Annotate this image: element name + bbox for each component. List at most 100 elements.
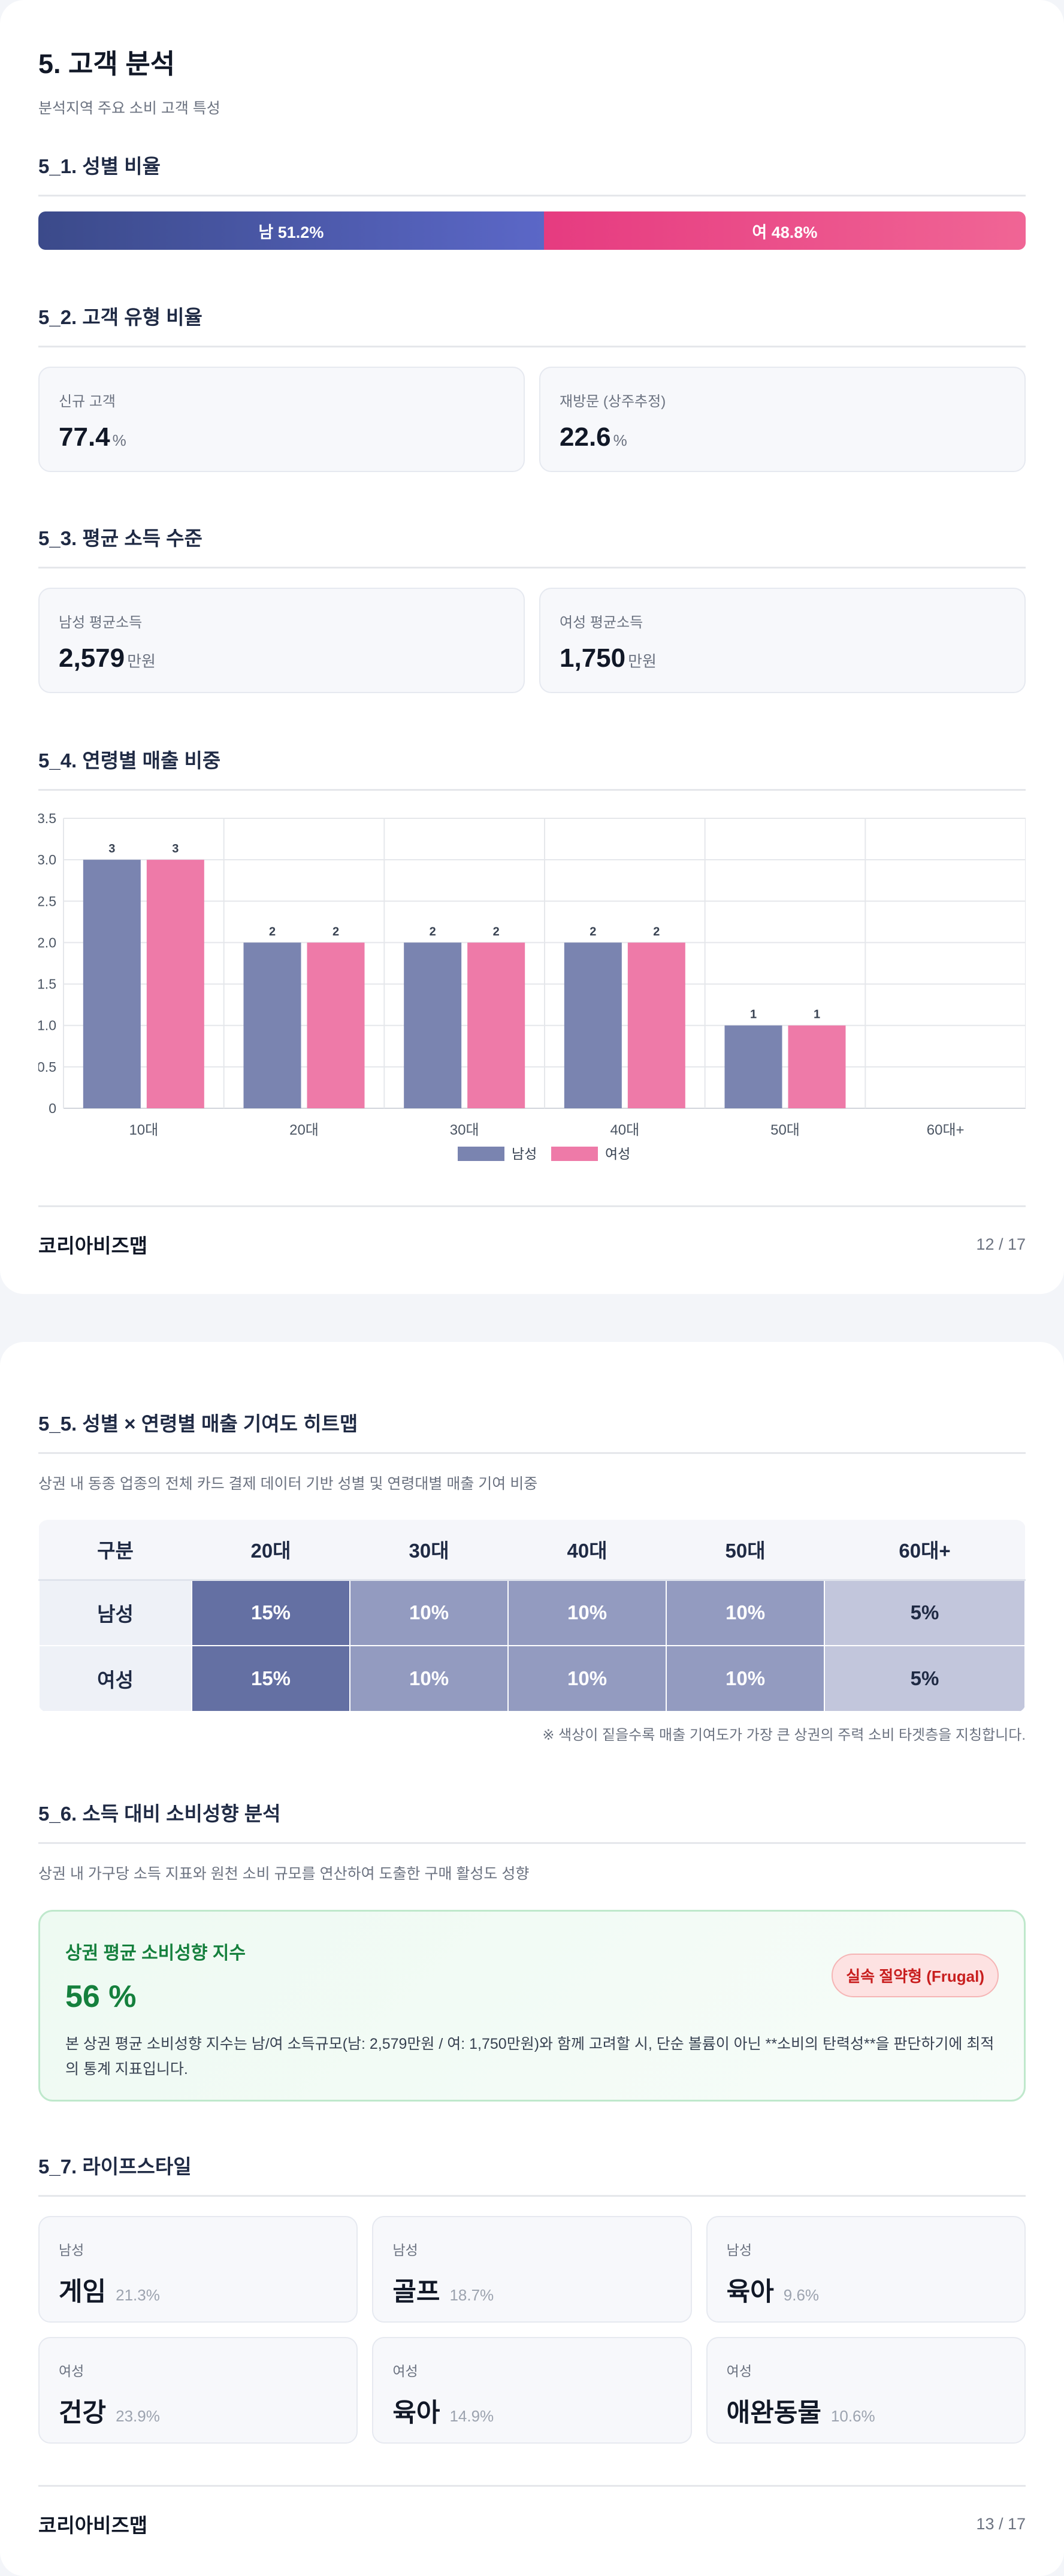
bar-data-label: 2 — [269, 925, 276, 938]
heatmap-cell: 10% — [507, 1579, 667, 1646]
x-tick-label: 30대 — [450, 1122, 479, 1138]
lifestyle-percent: 18.7% — [449, 2286, 494, 2304]
spending-index-title: 상권 평균 소비성향 지수 — [65, 1943, 246, 1963]
spending-title: 5_6. 소득 대비 소비성향 분석 — [38, 1798, 1026, 1844]
lifestyle-name: 육아 — [392, 2399, 440, 2427]
bar-data-label: 2 — [590, 925, 596, 938]
bar-data-label: 2 — [653, 925, 660, 938]
customer-type-cards: 신규 고객 77.4% 재방문 (상주추정) 22.6% — [38, 367, 1026, 472]
gender-ratio-bar: 남 51.2% 여 48.8% — [38, 211, 1026, 250]
bar — [724, 1025, 782, 1108]
age-sales-title: 5_4. 연령별 매출 비중 — [38, 745, 1026, 791]
footer-brand: 코리아비즈맵 — [38, 1235, 148, 1257]
page-footer: 코리아비즈맵 13 / 17 — [38, 2485, 1026, 2538]
heatmap-cell: 5% — [824, 1579, 1026, 1646]
gender-bar-male: 남 51.2% — [38, 211, 544, 250]
lifestyle-card: 남성 골프 18.7% — [372, 2216, 692, 2323]
female-income-card: 여성 평균소득 1,750 만원 — [539, 588, 1026, 693]
gender-bar-female: 여 48.8% — [543, 211, 1026, 250]
x-tick-label: 10대 — [129, 1122, 158, 1138]
lifestyle-gender: 여성 — [392, 2363, 418, 2379]
card-number: 1,750 — [560, 643, 626, 673]
x-tick-label: 40대 — [610, 1122, 639, 1138]
heatmap-cell: 5% — [824, 1645, 1026, 1712]
heatmap-cell: 10% — [349, 1645, 509, 1712]
card-number: 2,579 — [59, 643, 125, 673]
y-tick-label: 2.0 — [38, 935, 56, 950]
card-unit: % — [613, 431, 627, 449]
heatmap-cell: 10% — [349, 1579, 509, 1646]
heatmap-note: ※ 색상이 짙을수록 매출 기여도가 가장 큰 상권의 주력 소비 타겟층을 지… — [542, 1727, 1026, 1743]
spending-index-description: 본 상권 평균 소비성향 지수는 남/여 소득규모(남: 2,579만원 / 여… — [65, 2036, 995, 2078]
card-value: 1,750 만원 — [560, 643, 1005, 673]
income-cards: 남성 평균소득 2,579 만원 여성 평균소득 1,750 만원 — [38, 588, 1026, 693]
heatmap-cell: 15% — [191, 1645, 351, 1712]
spending-subtitle: 상권 내 가구당 소득 지표와 원천 소비 규모를 연산하여 도출한 구매 활성… — [38, 1866, 530, 1882]
heatmap-header-cell: 50대 — [666, 1520, 825, 1581]
spending-index-box: 상권 평균 소비성향 지수 56 % 실속 절약형 (Frugal) 본 상권 … — [38, 1910, 1026, 2102]
bar — [307, 942, 365, 1108]
lifestyle-grid: 남성 게임 21.3% 남성 골프 18.7% 남성 육아 9.6% 여성 건강 23.… — [38, 2216, 1026, 2444]
bar-data-label: 1 — [814, 1008, 820, 1021]
card-label: 여성 평균소득 — [560, 615, 643, 631]
lifestyle-card: 여성 애완동물 10.6% — [706, 2337, 1026, 2444]
legend-swatch — [551, 1147, 598, 1161]
age-sales-chart: 0 0.5 1.0 1.5 2.0 2.5 3.0 3.5 3 3 10대 2 2 20대 2 2 30대 2 2 4… — [37, 809, 1026, 1201]
card-unit: 만원 — [628, 652, 657, 670]
bar — [404, 942, 462, 1108]
lifestyle-name: 건강 — [59, 2399, 107, 2427]
legend-label: 여성 — [605, 1146, 630, 1162]
x-tick-label: 20대 — [289, 1122, 319, 1138]
x-tick-label: 50대 — [770, 1122, 800, 1138]
lifestyle-gender: 여성 — [59, 2363, 84, 2379]
bar-data-label: 1 — [750, 1008, 757, 1021]
report-page-12: 5. 고객 분석 분석지역 주요 소비 고객 특성 5_1. 성별 비율 남 5… — [0, 0, 1064, 1294]
y-tick-label: 0 — [49, 1100, 56, 1116]
new-customer-card: 신규 고객 77.4% — [38, 367, 525, 472]
x-tick-label: 60대+ — [927, 1122, 965, 1138]
heatmap-table: 구분 20대 30대 40대 50대 60대+ 남성 15% 10% 10% 1… — [38, 1520, 1026, 1712]
page-footer: 코리아비즈맵 12 / 17 — [38, 1205, 1026, 1259]
lifestyle-gender: 남성 — [59, 2242, 84, 2258]
heatmap-header-cell: 구분 — [39, 1520, 192, 1581]
heatmap-header-cell: 40대 — [508, 1520, 667, 1581]
heatmap-header-cell: 60대+ — [824, 1520, 1025, 1581]
bar — [564, 942, 622, 1108]
lifestyle-gender: 남성 — [392, 2242, 418, 2258]
lifestyle-title: 5_7. 라이프스타일 — [38, 2151, 1026, 2197]
y-tick-label: 1.0 — [38, 1018, 56, 1033]
lifestyle-gender: 남성 — [726, 2242, 752, 2258]
lifestyle-gender: 여성 — [726, 2363, 752, 2379]
card-label: 남성 평균소득 — [59, 615, 143, 631]
heatmap-cell: 15% — [191, 1579, 351, 1646]
section-subtitle: 분석지역 주요 소비 고객 특성 — [38, 100, 220, 117]
heatmap-row-label: 남성 — [38, 1579, 192, 1646]
card-unit: % — [112, 431, 126, 449]
age-sales-chart-svg: 0 0.5 1.0 1.5 2.0 2.5 3.0 3.5 3 3 10대 2 2 20대 2 2 30대 2 2 4… — [37, 811, 1026, 1162]
card-value: 77.4% — [59, 422, 504, 452]
heatmap-title: 5_5. 성별 × 연령별 매출 기여도 히트맵 — [38, 1408, 1026, 1454]
card-value: 2,579 만원 — [59, 643, 504, 673]
lifestyle-percent: 9.6% — [783, 2286, 820, 2304]
lifestyle-name: 게임 — [59, 2278, 107, 2306]
customer-type-title: 5_2. 고객 유형 비율 — [38, 301, 1026, 347]
y-tick-label: 3.5 — [38, 811, 56, 826]
lifestyle-name: 애완동물 — [726, 2399, 821, 2427]
y-tick-label: 0.5 — [38, 1059, 56, 1075]
footer-brand: 코리아비즈맵 — [38, 2514, 148, 2536]
bar — [788, 1025, 846, 1108]
bar — [83, 860, 141, 1108]
y-tick-label: 2.5 — [38, 893, 56, 909]
bar — [243, 942, 301, 1108]
heatmap-header-row: 구분 20대 30대 40대 50대 60대+ — [39, 1520, 1025, 1581]
heatmap-cell: 10% — [666, 1645, 826, 1712]
heatmap-row-label: 여성 — [38, 1645, 192, 1712]
heatmap-cell: 10% — [507, 1645, 667, 1712]
card-value: 22.6% — [560, 422, 1005, 452]
heatmap-subtitle: 상권 내 동종 업종의 전체 카드 결제 데이터 기반 성별 및 연령대별 매출… — [38, 1476, 538, 1492]
lifestyle-card: 남성 육아 9.6% — [706, 2216, 1026, 2323]
legend-label: 남성 — [512, 1146, 537, 1162]
lifestyle-percent: 14.9% — [449, 2407, 494, 2425]
lifestyle-card: 여성 육아 14.9% — [372, 2337, 692, 2444]
heatmap-header-cell: 20대 — [192, 1520, 350, 1581]
